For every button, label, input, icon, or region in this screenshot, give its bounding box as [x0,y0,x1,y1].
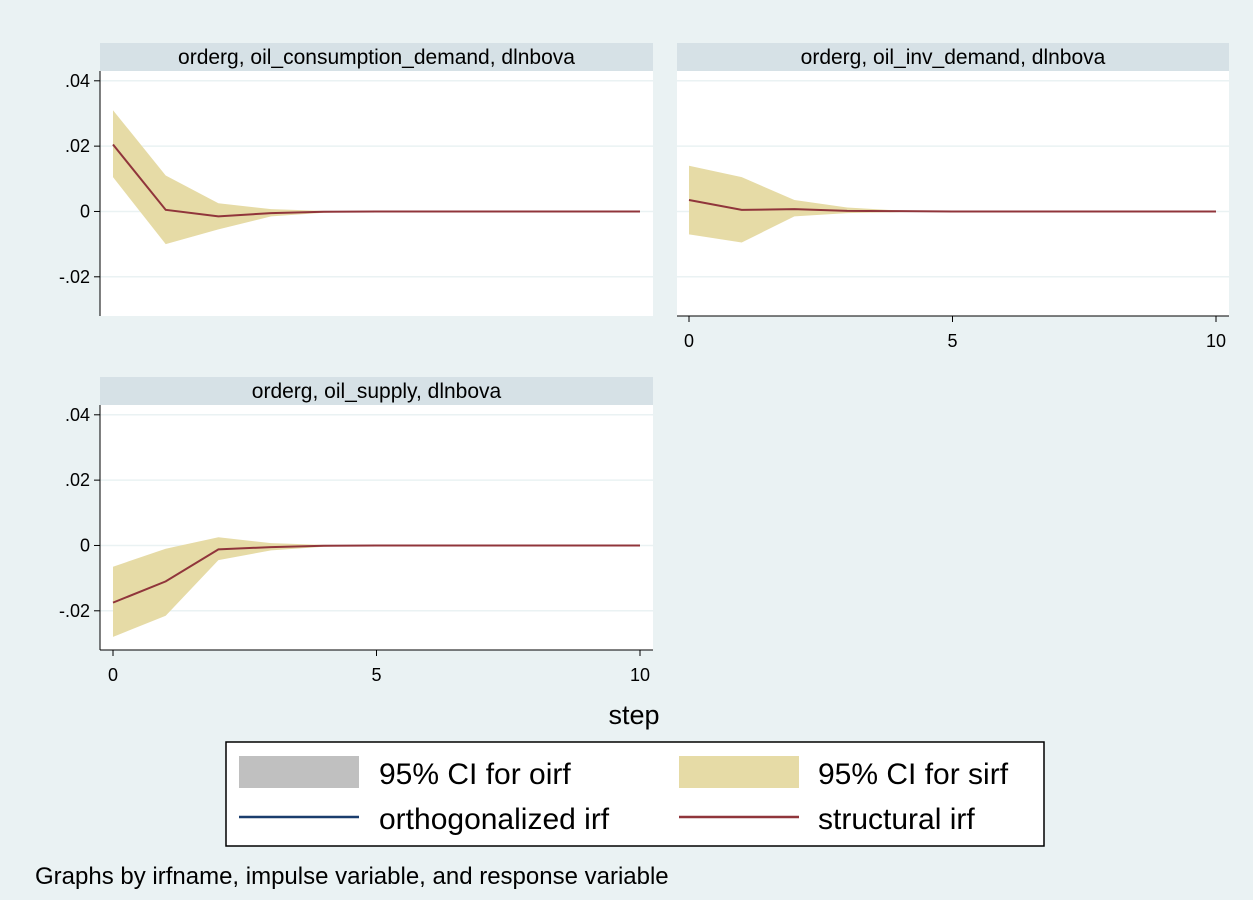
legend-swatch-sirf-ci [679,756,799,788]
y-tick-label: .02 [65,470,90,490]
panel-3: orderg, oil_supply, dlnbova .04 .02 0 -.02 0 5… [59,377,653,685]
panel-title: orderg, oil_supply, dlnbova [252,380,502,403]
graph-note: Graphs by irfname, impulse variable, and… [35,863,669,890]
legend-label-sirf: structural irf [818,803,975,836]
panel-1: orderg, oil_consumption_demand, dlnbova.… [59,43,653,316]
x-tick-label: 5 [371,665,381,685]
x-tick-label: 0 [108,665,118,685]
sirf-line [112,143,640,218]
legend: 95% CI for oirf 95% CI for sirf orthogon… [225,741,1045,847]
x-tick-label: 5 [947,331,957,351]
y-tick-label: -.02 [59,601,90,621]
panel-title-strip [100,377,653,405]
legend-swatch-oirf-ci [239,756,359,788]
panel-title: orderg, oil_consumption_demand, dlnbova [178,46,575,69]
panel-title-strip [100,43,653,71]
plot-area [100,405,653,650]
panel-2: orderg, oil_inv_demand, dlnbova 0 5 10 [677,43,1229,351]
x-tick-label: 0 [684,331,694,351]
y-tick-label: 0 [80,201,90,221]
legend-label-oirf: orthogonalized irf [379,803,610,836]
y-tick-label: .04 [65,405,90,425]
panel-title: orderg, oil_inv_demand, dlnbova [801,46,1106,69]
legend-box [225,741,1045,847]
y-tick-label: 0 [80,535,90,555]
y-tick-label: -.02 [59,267,90,287]
legend-label-oirf-ci: 95% CI for oirf [379,758,571,791]
panel-title-strip [677,43,1229,71]
y-tick-label: .04 [65,71,90,91]
ci-band-sirf [689,165,1216,243]
ci-band-sirf [113,110,640,245]
x-tick-label: 10 [630,665,650,685]
panels-layer: orderg, oil_consumption_demand, dlnbova.… [59,43,1229,685]
legend-label-sirf-ci: 95% CI for sirf [818,758,1009,791]
x-tick-label: 10 [1206,331,1226,351]
y-tick-label: .02 [65,136,90,156]
sirf-line [688,199,1216,213]
sirf-line [112,544,640,604]
x-axis-title: step [608,700,659,730]
